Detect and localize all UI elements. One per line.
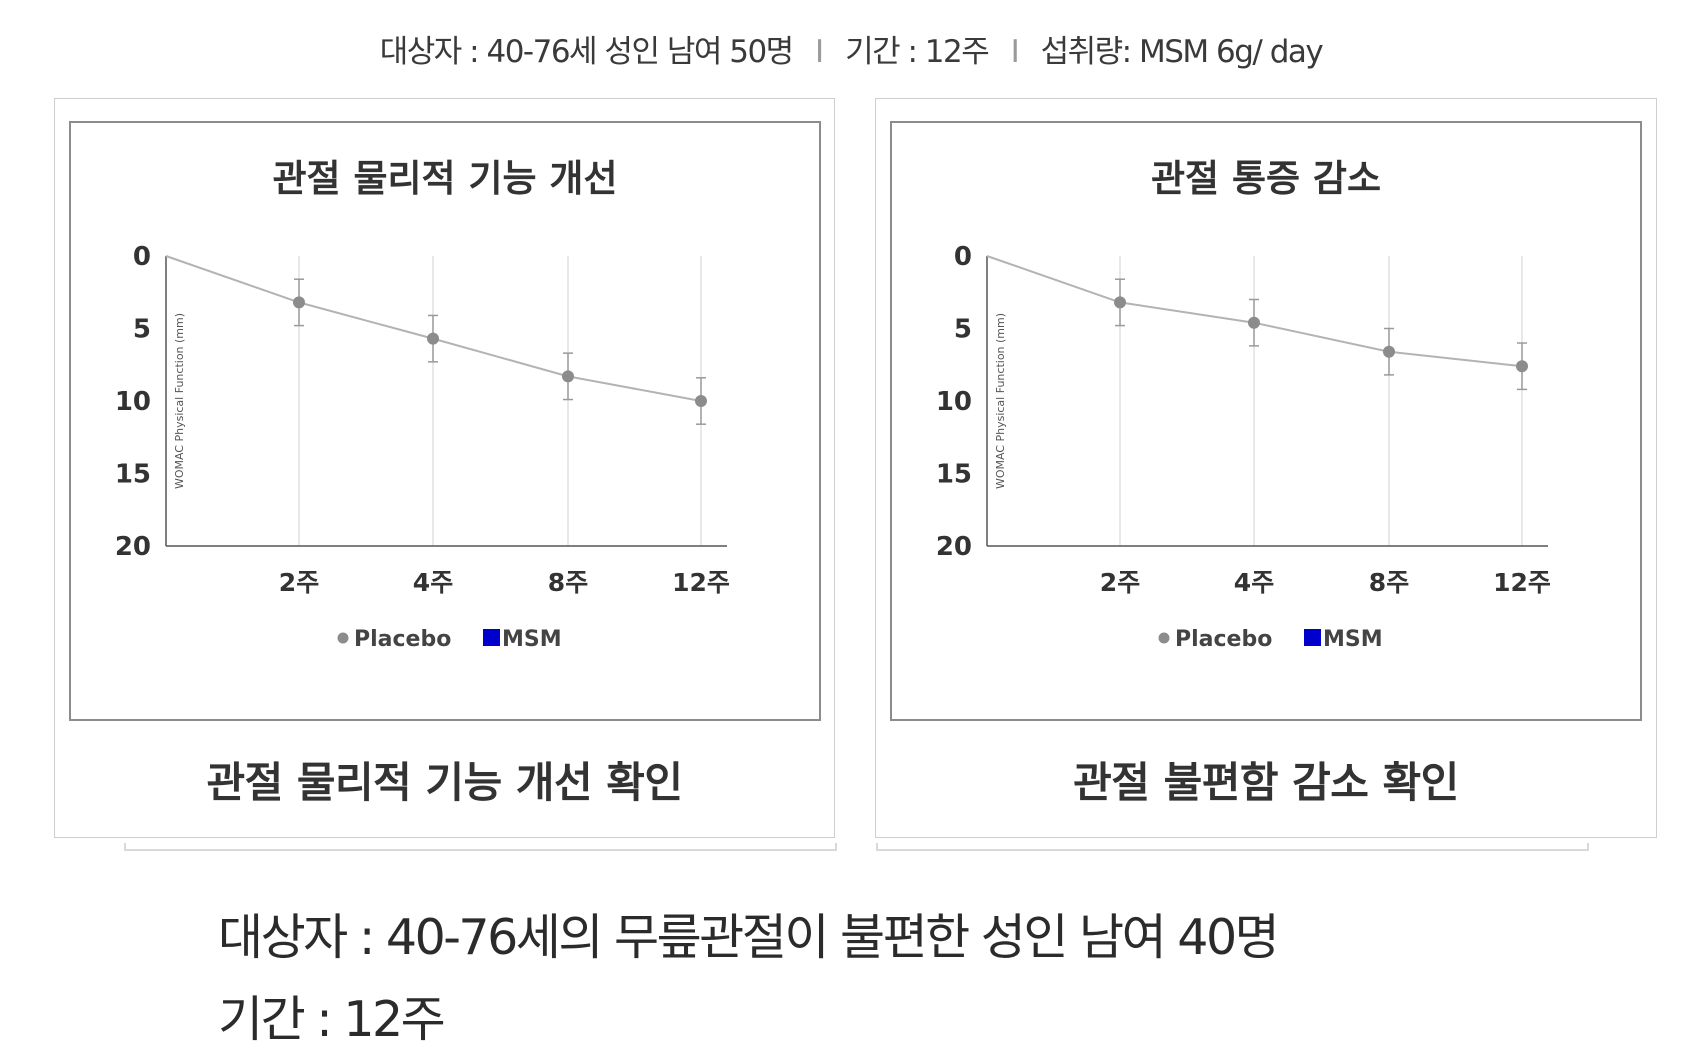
legend-marker-placebo	[1158, 632, 1170, 644]
y-tick-label: 0	[954, 242, 972, 272]
data-point-placebo	[562, 370, 574, 383]
chart-physical-function-svg: 관절 물리적 기능 개선 0 5 10 15 20 2주 4주 8주 12주 WOMAC Physi…	[115, 157, 730, 652]
data-point-placebo	[427, 332, 439, 345]
y-tick-label: 15	[936, 460, 972, 490]
study-summary: 대상자 : 40-76세 성인 남여 50명 I 기간 : 12주 I 섭취량:…	[0, 26, 1702, 71]
y-tick-label: 10	[115, 387, 151, 417]
chart-physical-function: 관절 물리적 기능 개선 0 5 10 15 20 2주 4주 8주 12주 WOMAC Physi…	[69, 121, 821, 721]
footer-period: 기간 : 12주	[218, 991, 446, 1048]
divider-bracket	[124, 843, 837, 851]
legend-label-placebo: Placebo	[354, 627, 451, 652]
x-tick-label: 4주	[413, 568, 453, 597]
y-tick-label: 10	[936, 387, 972, 417]
y-axis-label: WOMAC Physical Function (mm)	[994, 313, 1007, 489]
x-tick-label: 8주	[548, 568, 588, 597]
x-tick-label: 12주	[672, 568, 730, 597]
separator: I	[815, 34, 824, 70]
x-tick-label: 4주	[1234, 568, 1274, 597]
chart-pain-reduction: 관절 통증 감소 0 5 10 15 20 2주 4주 8주 12주 WOMAC Physical …	[890, 121, 1642, 721]
y-axis-label: WOMAC Physical Function (mm)	[173, 313, 186, 489]
data-point-placebo	[293, 296, 305, 309]
x-tick-label: 12주	[1493, 568, 1551, 597]
chart-title: 관절 통증 감소	[1151, 157, 1381, 200]
panel-pain-reduction: 관절 통증 감소 0 5 10 15 20 2주 4주 8주 12주 WOMAC Physical …	[875, 98, 1657, 838]
data-point-placebo	[1516, 360, 1528, 373]
chart-title: 관절 물리적 기능 개선	[272, 157, 617, 200]
legend-marker-msm	[483, 629, 500, 646]
y-tick-label: 5	[133, 315, 151, 345]
legend-marker-msm	[1304, 629, 1321, 646]
data-point-placebo	[1114, 296, 1126, 309]
x-tick-label: 2주	[1100, 568, 1140, 597]
x-tick-label: 8주	[1369, 568, 1409, 597]
y-tick-label: 5	[954, 315, 972, 345]
panel-caption: 관절 불편함 감소 확인	[1073, 758, 1459, 807]
data-point-placebo	[695, 395, 707, 407]
divider-bracket	[876, 843, 1589, 851]
panel-physical-function: 관절 물리적 기능 개선 0 5 10 15 20 2주 4주 8주 12주 WOMAC Physi…	[54, 98, 835, 838]
study-intake: 섭취량: MSM 6g/ day	[1040, 34, 1324, 70]
legend-label-msm: MSM	[502, 627, 562, 652]
panel-caption: 관절 물리적 기능 개선 확인	[206, 758, 683, 807]
y-tick-label: 20	[936, 532, 972, 562]
legend-label-msm: MSM	[1323, 627, 1383, 652]
chart-pain-reduction-svg: 관절 통증 감소 0 5 10 15 20 2주 4주 8주 12주 WOMAC Physical …	[936, 157, 1551, 652]
legend-label-placebo: Placebo	[1175, 627, 1272, 652]
data-point-placebo	[1248, 316, 1260, 329]
separator: I	[1010, 34, 1020, 70]
y-tick-label: 15	[115, 460, 151, 490]
x-tick-label: 2주	[279, 568, 319, 597]
data-point-placebo	[1383, 345, 1395, 358]
legend-marker-placebo	[337, 632, 349, 644]
footer-subjects: 대상자 : 40-76세의 무릎관절이 불편한 성인 남여 40명	[218, 909, 1280, 966]
y-tick-label: 0	[133, 242, 151, 272]
y-tick-label: 20	[115, 532, 151, 562]
study-subjects: 대상자 : 40-76세 성인 남여 50명	[379, 34, 794, 70]
study-period: 기간 : 12주	[845, 34, 990, 70]
